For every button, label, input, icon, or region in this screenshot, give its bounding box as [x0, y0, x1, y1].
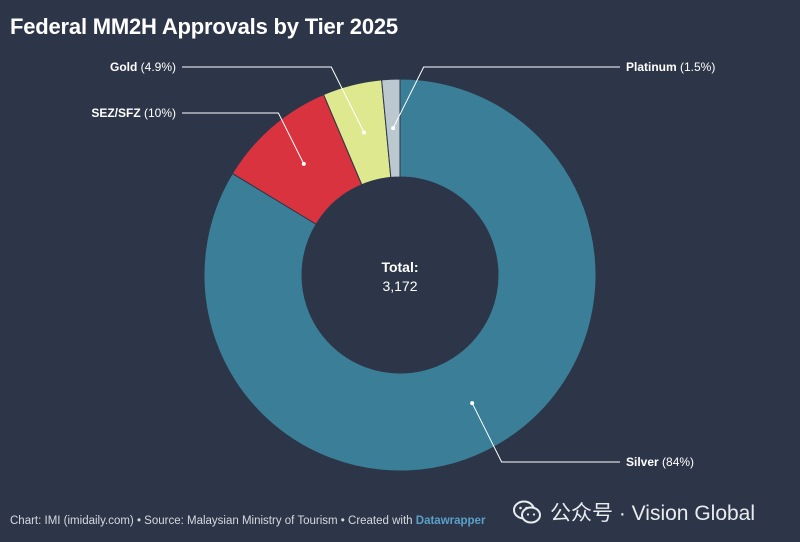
- watermark: 公众号 · Vision Global: [512, 497, 755, 527]
- footer-brand-link[interactable]: Datawrapper: [415, 515, 486, 527]
- leader-line: [182, 66, 365, 133]
- slice-platinum: [381, 78, 401, 178]
- chart-footer: Chart: IMI (imidaily.com) • Source: Mala…: [10, 515, 485, 527]
- leader-line: [182, 112, 305, 165]
- watermark-text: 公众号 · Vision Global: [550, 502, 756, 525]
- chart-title: Federal MM2H Approvals by Tier 2025: [10, 14, 398, 39]
- center-total-value: 3,172: [382, 278, 417, 294]
- footer-credits: Chart: IMI (imidaily.com) • Source: Mala…: [10, 515, 416, 527]
- slice-label-silver: Silver (84%): [626, 455, 694, 469]
- leader-line: [392, 66, 620, 129]
- slice-label-sez-sfz: SEZ/SFZ (10%): [91, 106, 176, 120]
- slice-label-gold: Gold (4.9%): [110, 60, 176, 74]
- slice-label-platinum: Platinum (1.5%): [626, 60, 715, 74]
- slice-silver: [203, 78, 597, 472]
- leader-line: [471, 402, 620, 463]
- wechat-icon: [513, 500, 541, 524]
- center-total-label: Total:: [381, 259, 418, 275]
- leader-dot: [391, 126, 396, 131]
